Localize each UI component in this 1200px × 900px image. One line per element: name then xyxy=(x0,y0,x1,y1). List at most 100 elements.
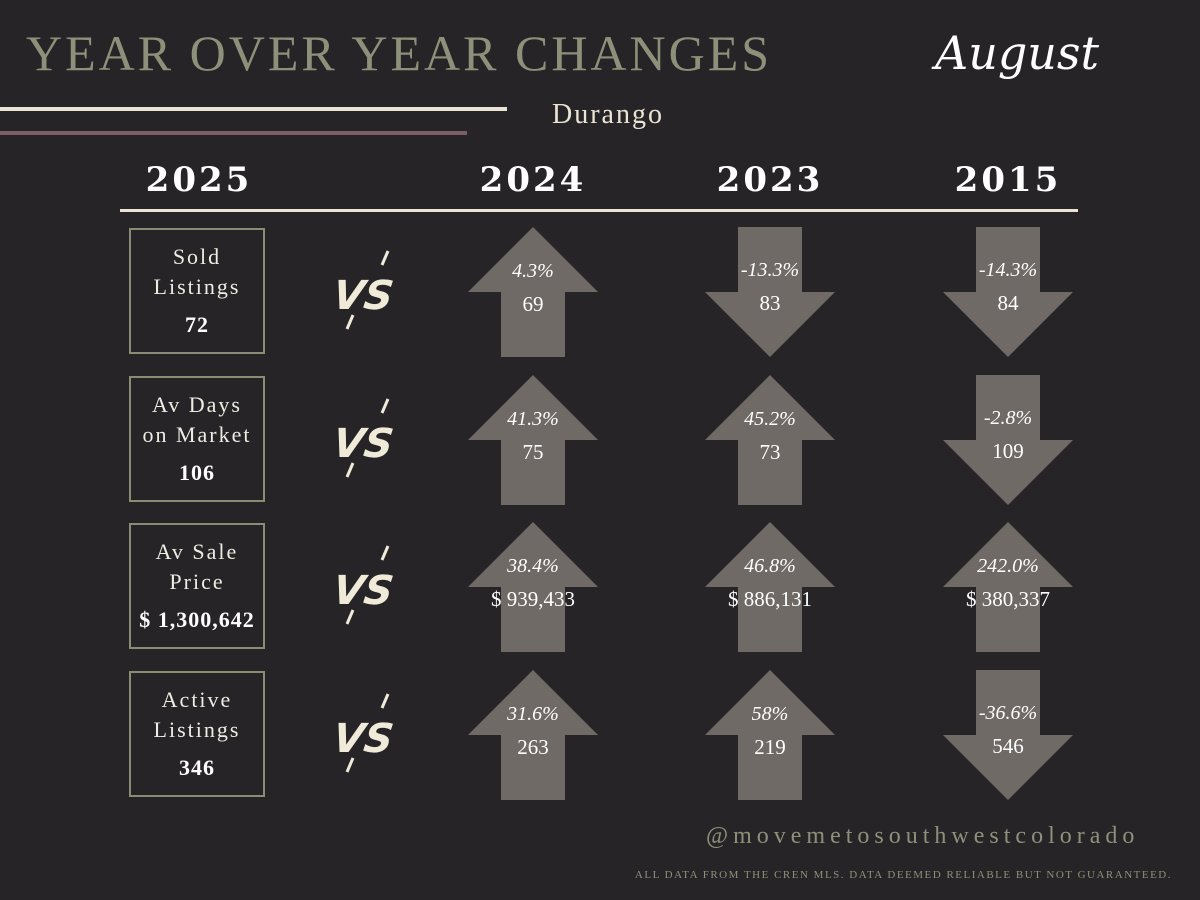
vs-icon: VS xyxy=(338,398,396,478)
comparison-2023: 58% 219 xyxy=(705,670,835,800)
comparison-2024: 41.3% 75 xyxy=(468,375,598,505)
arrow-up-icon xyxy=(468,522,598,652)
decorative-line-mauve xyxy=(0,131,467,135)
vs-text: VS xyxy=(338,716,396,762)
comparison-value: 263 xyxy=(517,735,549,759)
vs-slash-bottom xyxy=(345,609,355,625)
metric-value-2025: 72 xyxy=(185,312,209,337)
disclaimer: ALL DATA FROM THE CREN MLS. DATA DEEMED … xyxy=(634,869,1172,881)
arrow-shape xyxy=(468,227,598,357)
comparison-value: 69 xyxy=(522,292,544,316)
decorative-line-cream xyxy=(0,107,507,111)
metric-label-line: Active xyxy=(161,687,233,712)
arrow-shape xyxy=(468,522,598,652)
percent-change: 38.4% xyxy=(507,555,559,577)
percent-change: 41.3% xyxy=(507,408,559,430)
percent-change: 4.3% xyxy=(512,260,554,282)
metric-label: Av Sale Price xyxy=(131,537,263,597)
header-rule xyxy=(120,209,1078,212)
arrow-up-icon xyxy=(705,670,835,800)
social-handle: @movemetosouthwestcolorado xyxy=(706,823,1140,849)
metric-value-2025: 346 xyxy=(179,755,215,780)
arrow-shape xyxy=(705,670,835,800)
year-header-2015: 2015 xyxy=(954,160,1062,200)
metric-box: Av Days on Market 106 xyxy=(129,376,265,502)
comparison-2023: 45.2% 73 xyxy=(705,375,835,505)
metric-label-line: Av Sale xyxy=(155,539,239,564)
percent-change: -13.3% xyxy=(740,259,800,281)
vs-slash-bottom xyxy=(345,757,355,773)
comparison-value: 83 xyxy=(759,291,781,315)
comparison-value: $ 380,337 xyxy=(966,587,1050,611)
vs-icon: VS xyxy=(338,545,396,625)
percent-change: -14.3% xyxy=(978,259,1038,281)
vs-text: VS xyxy=(338,421,396,467)
comparison-value: 219 xyxy=(754,735,786,759)
percent-change: 242.0% xyxy=(977,555,1039,577)
comparison-2015: -2.8% 109 xyxy=(943,375,1073,505)
comparison-value: 109 xyxy=(992,439,1024,463)
arrow-up-icon xyxy=(468,670,598,800)
arrow-up-icon xyxy=(943,522,1073,652)
arrow-shape xyxy=(943,522,1073,652)
percent-change: 58% xyxy=(751,703,789,725)
arrow-up-icon xyxy=(705,522,835,652)
comparison-2024: 38.4% $ 939,433 xyxy=(468,522,598,652)
comparison-2023: -13.3% 83 xyxy=(705,227,835,357)
vs-text: VS xyxy=(338,273,396,319)
arrow-down-icon xyxy=(943,227,1073,357)
metric-label-line: on Market xyxy=(142,422,252,447)
metric-label-line: Listings xyxy=(153,717,241,742)
percent-change: -36.6% xyxy=(978,702,1038,724)
year-header-2025: 2025 xyxy=(145,160,253,200)
percent-change: 46.8% xyxy=(744,555,796,577)
year-header-2023: 2023 xyxy=(716,160,824,200)
comparison-value: $ 939,433 xyxy=(491,587,575,611)
vs-slash-top xyxy=(380,398,390,414)
comparison-2024: 4.3% 69 xyxy=(468,227,598,357)
arrow-shape xyxy=(468,670,598,800)
arrow-down-icon xyxy=(705,227,835,357)
arrow-up-icon xyxy=(468,375,598,505)
percent-change: -2.8% xyxy=(983,407,1033,429)
vs-text: VS xyxy=(338,568,396,614)
percent-change: 45.2% xyxy=(744,408,796,430)
vs-slash-bottom xyxy=(345,314,355,330)
comparison-value: 84 xyxy=(997,291,1019,315)
vs-slash-top xyxy=(380,250,390,266)
arrow-shape xyxy=(705,227,835,357)
arrow-shape xyxy=(705,522,835,652)
metric-label-line: Price xyxy=(169,569,225,594)
metric-label-line: Listings xyxy=(153,274,241,299)
comparison-value: $ 886,131 xyxy=(728,587,812,611)
metric-label: Sold Listings xyxy=(131,242,263,302)
comparison-2015: 242.0% $ 380,337 xyxy=(943,522,1073,652)
metric-box: Av Sale Price $ 1,300,642 xyxy=(129,523,265,649)
arrow-up-icon xyxy=(705,375,835,505)
vs-icon: VS xyxy=(338,693,396,773)
arrow-down-icon xyxy=(943,670,1073,800)
metric-value-2025: 106 xyxy=(179,460,215,485)
comparison-2024: 31.6% 263 xyxy=(468,670,598,800)
arrow-down-icon xyxy=(943,375,1073,505)
percent-change: 31.6% xyxy=(507,703,559,725)
arrow-shape xyxy=(943,375,1073,505)
comparison-value: 75 xyxy=(522,440,544,464)
vs-slash-top xyxy=(380,545,390,561)
arrow-shape xyxy=(943,670,1073,800)
comparison-2023: 46.8% $ 886,131 xyxy=(705,522,835,652)
metric-box: Sold Listings 72 xyxy=(129,228,265,354)
metric-label-line: Av Days xyxy=(152,392,242,417)
location-label: Durango xyxy=(552,99,664,130)
vs-slash-top xyxy=(380,693,390,709)
metric-label: Av Days on Market xyxy=(131,390,263,450)
comparison-value: 73 xyxy=(759,440,781,464)
comparison-value: 546 xyxy=(992,734,1024,758)
arrow-up-icon xyxy=(468,227,598,357)
metric-box: Active Listings 346 xyxy=(129,671,265,797)
month-label: August xyxy=(935,26,1100,80)
metric-label: Active Listings xyxy=(131,685,263,745)
page-title: YEAR OVER YEAR CHANGES xyxy=(26,25,773,81)
metric-label-line: Sold xyxy=(172,244,222,269)
comparison-2015: -14.3% 84 xyxy=(943,227,1073,357)
